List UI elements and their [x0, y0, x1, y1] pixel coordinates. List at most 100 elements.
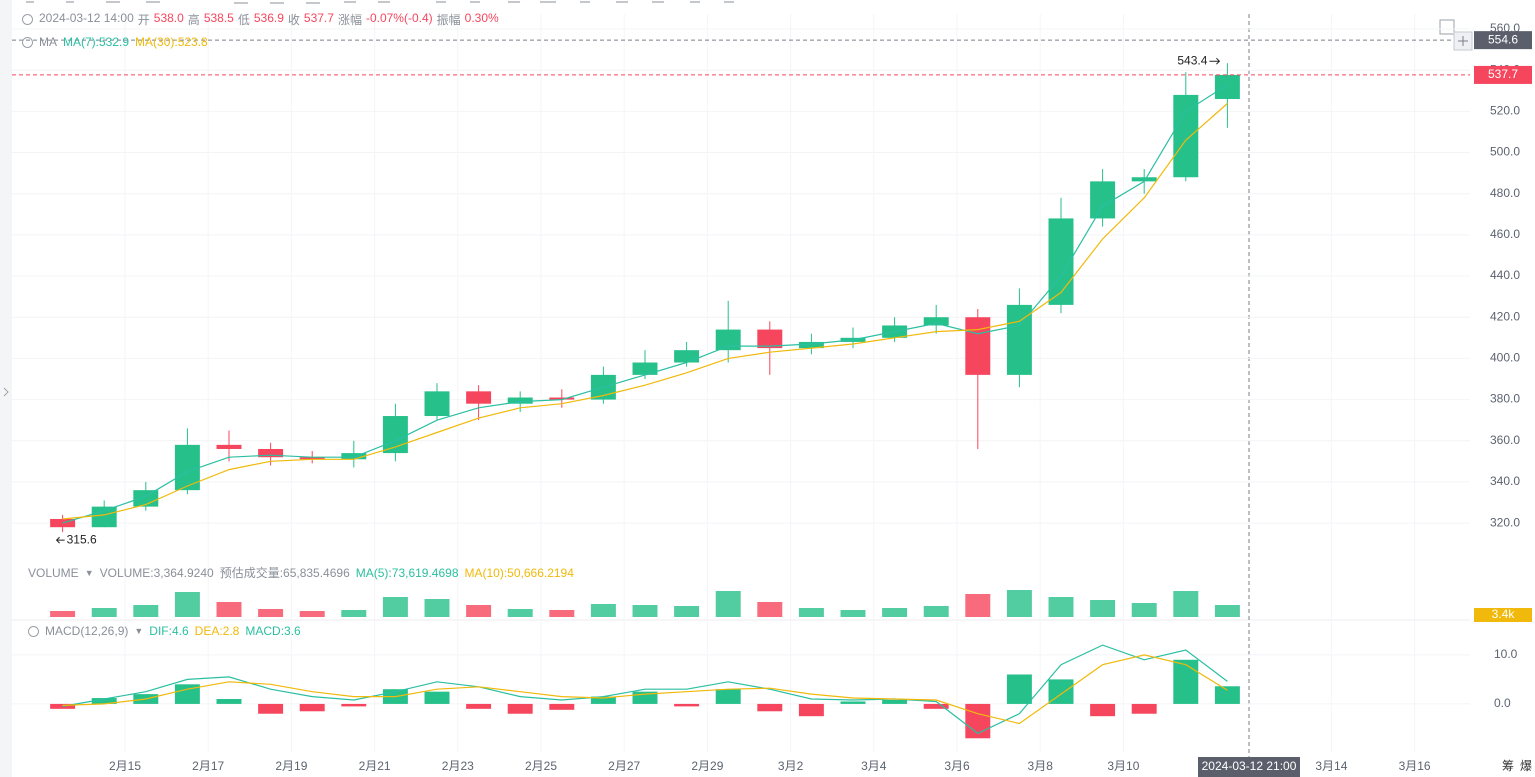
crosshair-price-tag	[1474, 31, 1532, 50]
candle-body	[965, 317, 991, 375]
volume-bar	[216, 602, 242, 617]
macd-line	[62, 644, 1228, 735]
candle-body	[798, 341, 824, 349]
fullscreen-icon[interactable]	[1439, 19, 1455, 35]
candle-body	[91, 506, 117, 528]
macd-bar	[715, 689, 741, 704]
macd-bar	[341, 703, 367, 707]
candle-body	[133, 490, 159, 507]
y-tick-label: 500.0	[1490, 145, 1520, 159]
x-tick-label: 3月6	[944, 759, 970, 773]
candle-body	[382, 416, 408, 454]
volume-bar	[1214, 605, 1240, 617]
x-tick-label: 3月14	[1315, 759, 1347, 773]
y-tick-label: 440.0	[1490, 268, 1520, 282]
y-tick-label: 360.0	[1490, 433, 1520, 447]
side-tab[interactable]: 筹	[1502, 759, 1514, 773]
volume-bar	[424, 599, 450, 617]
volume-bar	[91, 608, 117, 617]
dropdown-arrow[interactable]: ▼	[134, 626, 144, 636]
candle-body	[299, 457, 325, 460]
macd-name[interactable]: MACD(12,26,9)	[45, 624, 129, 638]
candle-body	[1090, 181, 1116, 219]
volume-bar	[466, 605, 492, 617]
left-rail[interactable]	[0, 0, 12, 777]
field-value: 538.5	[203, 11, 234, 25]
side-tabs-bg	[1500, 757, 1535, 777]
ma-line	[62, 84, 1228, 524]
high-arrow	[1209, 57, 1221, 65]
macd-bar	[91, 698, 117, 704]
ma-line	[62, 103, 1228, 520]
field-label: 收	[287, 13, 300, 27]
x-tick-label: 3月8	[1028, 759, 1054, 773]
volume-bar	[133, 605, 159, 617]
macd-legend: MACD(12,26,9) ▼ DIF:4.6 DEA:2.8 MACD:3.6	[28, 624, 301, 638]
alert-icon[interactable]	[22, 36, 33, 48]
candle-body	[549, 397, 575, 400]
volume-bar	[507, 609, 533, 617]
macd-bar	[1131, 703, 1157, 714]
volume-bar	[798, 608, 824, 617]
collapse-icon[interactable]	[22, 14, 33, 25]
volume-bar	[50, 611, 76, 617]
field-label: 振幅	[436, 13, 461, 27]
volume-bar	[965, 594, 991, 617]
field-label: 涨幅	[337, 13, 362, 27]
low-label: 315.6	[67, 532, 97, 546]
candle-body	[757, 329, 783, 349]
y-tick-label: 520.0	[1490, 104, 1520, 118]
volume-bar	[341, 610, 367, 617]
dropdown-arrow[interactable]: ▼	[84, 567, 94, 578]
candle-body	[1173, 94, 1199, 178]
volume-bar	[1090, 600, 1116, 617]
macd-bar	[216, 699, 242, 704]
toolbar[interactable]	[26, 1, 734, 4]
volume-bar	[632, 605, 658, 617]
candle-body	[1131, 177, 1157, 182]
plus-icon[interactable]	[1458, 36, 1468, 46]
rail-arrow[interactable]	[3, 387, 9, 397]
field-value: 536.9	[253, 11, 284, 25]
ma-legend: MA MA(7):532.9 MA(30):523.8	[22, 35, 208, 49]
x-tick-label: 2月29	[691, 759, 723, 773]
volume-bar	[715, 591, 741, 617]
macd-line	[62, 654, 1228, 725]
ma7-legend: MA(7):532.9	[63, 35, 130, 49]
grid	[12, 14, 1470, 752]
y-tick-label: 460.0	[1490, 227, 1520, 241]
volume-tag	[1474, 608, 1532, 622]
macd-bar	[1006, 674, 1032, 704]
volume-name[interactable]: VOLUME	[28, 565, 79, 580]
crosshair-time-box	[1198, 757, 1300, 777]
volume-bar	[174, 592, 200, 617]
dif-legend: DIF:4.6	[149, 624, 189, 638]
volume-bar	[1006, 590, 1032, 617]
alert-icon[interactable]	[28, 625, 39, 637]
candle-body	[1214, 74, 1240, 100]
side-tab[interactable]: 爆	[1520, 759, 1532, 773]
volume-bar	[674, 606, 700, 617]
field-label: 高	[187, 13, 200, 27]
macd-bar	[882, 700, 908, 704]
macd-bar	[1173, 659, 1199, 704]
crosshair-time: 2024-03-12 21:00	[1202, 759, 1297, 773]
crosshair-price-label: 554.6	[1488, 32, 1518, 46]
x-tick-label: 2月23	[442, 759, 474, 773]
macd-tick-label: 10.0	[1494, 647, 1518, 661]
x-tick-label: 2月17	[192, 759, 224, 773]
candle-body	[174, 444, 200, 491]
macd-value: MACD:3.6	[245, 624, 301, 638]
candle-body	[216, 444, 242, 449]
estimated-volume: 预估成交量:65,835.4696	[219, 566, 350, 580]
x-tick-label: 2月15	[109, 759, 141, 773]
volume-bar	[258, 609, 284, 617]
macd-bar	[840, 701, 866, 704]
last-price-tag	[1474, 65, 1532, 84]
x-tick-label: 3月2	[778, 759, 804, 773]
y-tick-label: 400.0	[1490, 351, 1520, 365]
candle-body	[674, 350, 700, 363]
macd-bar	[965, 703, 991, 739]
ma30-legend: MA(30):523.8	[135, 35, 208, 49]
